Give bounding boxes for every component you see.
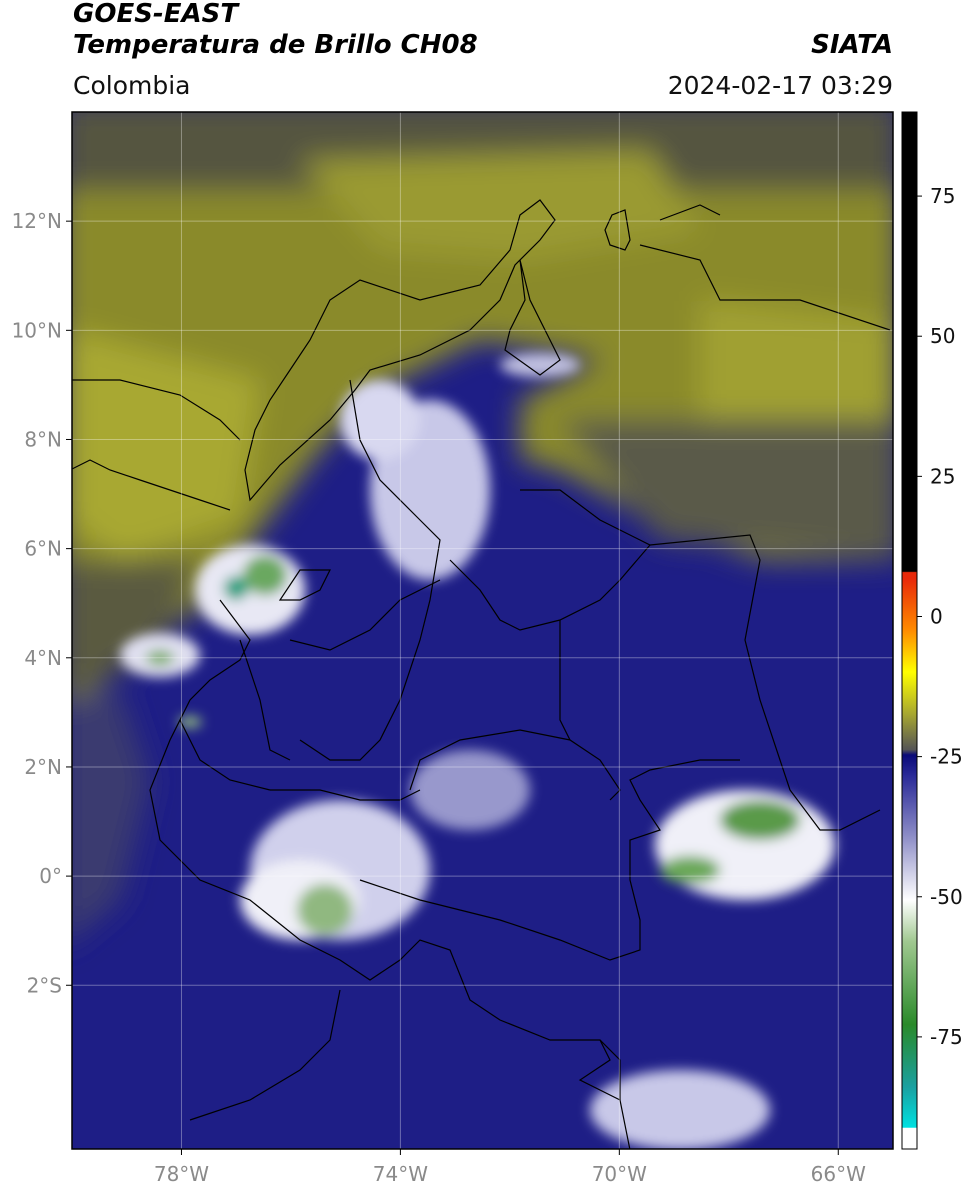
boundary-lines	[72, 199, 891, 1149]
y-tick-label-0: 12°N	[12, 209, 62, 233]
brightness-temperature-field	[72, 112, 893, 1149]
plot-frame	[71, 111, 894, 1150]
timestamp-label: 2024-02-17 03:29	[667, 71, 893, 100]
x-tick-label-3: 66°W	[811, 1162, 866, 1186]
x-tick-label-1: 74°W	[373, 1162, 428, 1186]
y-tick-label-3: 6°N	[24, 537, 62, 561]
y-tick-label-6: 0°	[39, 864, 62, 888]
colorbar-ticks: 75 50 25 0 -25 -50 -75	[917, 184, 963, 1049]
longitude-ticks: 78°W 74°W 70°W 66°W	[154, 1149, 866, 1186]
y-tick-label-1: 10°N	[12, 318, 62, 342]
satellite-title: GOES-EAST	[73, 0, 239, 29]
colorbar-tick-label-1: 50	[930, 324, 955, 348]
colorbar-tick-label-4: -25	[930, 745, 963, 769]
colorbar-tick-label-6: -75	[930, 1025, 963, 1049]
product-title: Temperatura de Brillo CH08	[73, 30, 478, 60]
colorbar-tick-label-2: 25	[930, 464, 955, 488]
colorbar-tick-label-5: -50	[930, 885, 963, 909]
y-tick-label-5: 2°N	[24, 755, 62, 779]
agency-label: SIATA	[811, 30, 893, 60]
graticule	[72, 112, 893, 1149]
x-tick-label-2: 70°W	[592, 1162, 647, 1186]
region-label: Colombia	[73, 71, 191, 100]
colorbar	[901, 111, 918, 1150]
x-tick-label-0: 78°W	[154, 1162, 209, 1186]
y-tick-label-2: 8°N	[24, 427, 62, 451]
colorbar-tick-label-0: 75	[930, 184, 955, 208]
y-tick-label-4: 4°N	[24, 646, 62, 670]
latitude-ticks: 12°N 10°N 8°N 6°N 4°N 2°N 0° 2°S	[12, 209, 72, 997]
colorbar-tick-label-3: 0	[930, 604, 943, 628]
y-tick-label-7: 2°S	[27, 973, 62, 997]
